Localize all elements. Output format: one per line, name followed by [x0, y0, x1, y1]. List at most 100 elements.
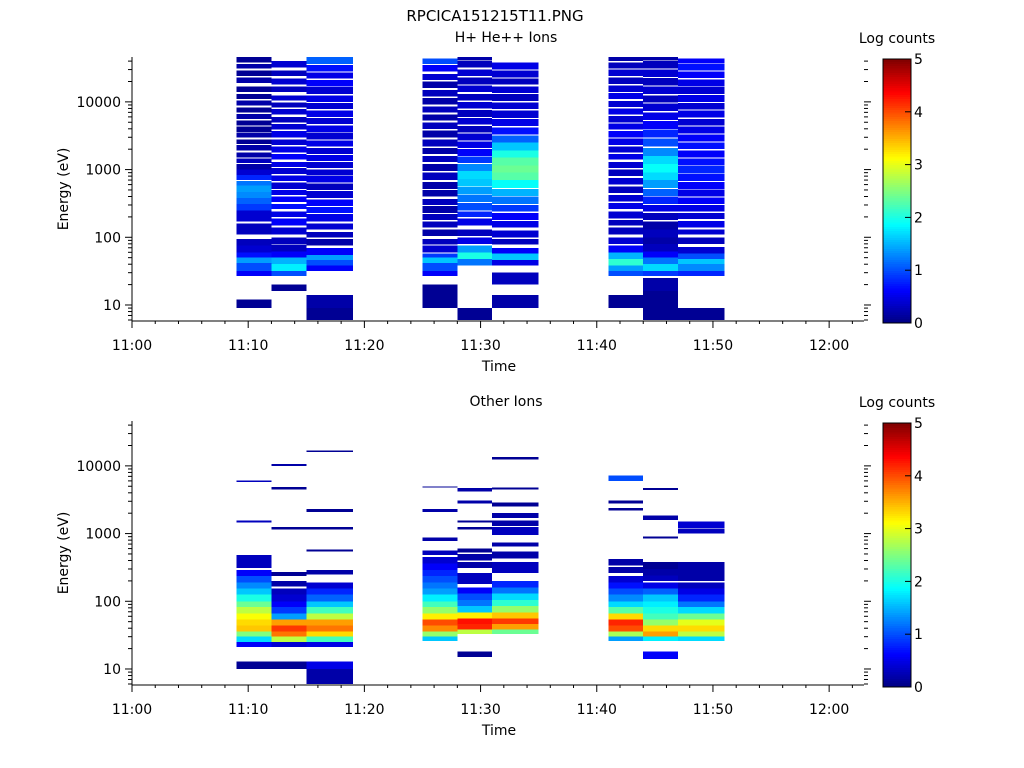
spectrogram-cell — [271, 86, 307, 92]
spectrogram-cell — [492, 188, 539, 196]
spectrogram-cell — [492, 150, 539, 158]
spectrogram-cell — [422, 97, 458, 105]
colorbar-label: Log counts — [859, 31, 935, 47]
colorbar-tick-label: 3 — [914, 522, 923, 538]
colorbar-swatch — [883, 120, 911, 124]
spectrogram-cell — [492, 70, 539, 78]
colorbar-swatch — [883, 118, 911, 122]
spectrogram-cell — [236, 601, 272, 608]
colorbar-swatch — [883, 651, 911, 655]
x-tick-label: 11:20 — [344, 338, 384, 354]
colorbar-swatch — [883, 469, 911, 472]
colorbar-swatch — [883, 605, 911, 609]
colorbar-swatch — [883, 149, 911, 152]
colorbar-swatch — [883, 180, 911, 183]
spectrogram-cell — [422, 509, 458, 512]
colorbar-swatch — [883, 164, 911, 168]
colorbar-swatch — [883, 294, 911, 298]
spectrogram-cell — [608, 131, 644, 138]
colorbar-tick-label: 3 — [914, 158, 923, 174]
colorbar-swatch — [883, 680, 911, 684]
spectrogram-cell — [643, 57, 679, 61]
spectrogram-cell — [457, 245, 493, 253]
colorbar-swatch — [883, 142, 911, 146]
colorbar-swatch — [883, 568, 911, 571]
spectrogram-cell — [271, 153, 307, 160]
spectrogram-cell — [678, 253, 725, 259]
colorbar-swatch — [883, 182, 911, 185]
colorbar-swatch — [883, 473, 911, 477]
colorbar-swatch — [883, 526, 911, 530]
spectrogram-cell — [306, 199, 353, 206]
colorbar-swatch — [883, 133, 911, 137]
colorbar-swatch — [883, 312, 911, 315]
spectrogram-cell — [271, 594, 307, 602]
colorbar-swatch — [883, 665, 911, 668]
colorbar-tick-label: 5 — [914, 416, 923, 432]
spectrogram-cell — [608, 62, 644, 69]
colorbar-swatch — [883, 669, 911, 673]
spectrogram-cell — [306, 238, 353, 246]
spectrogram-cell — [422, 582, 458, 589]
spectrogram-cell — [236, 86, 272, 92]
spectrogram-cell — [422, 576, 458, 583]
colorbar-swatch — [883, 561, 911, 565]
spectrogram-cell — [422, 122, 458, 129]
colorbar-swatch — [883, 138, 911, 141]
colorbar-swatch — [883, 585, 911, 589]
colorbar-swatch — [883, 92, 911, 95]
colorbar-swatch — [883, 456, 911, 459]
colorbar-swatch — [883, 103, 911, 106]
spectrogram-cell — [608, 57, 644, 62]
spectrogram-cell — [306, 582, 353, 589]
spectrogram-cell — [271, 486, 307, 490]
colorbar-swatch — [883, 259, 911, 262]
panel-title: Other Ions — [469, 394, 542, 410]
spectrogram-cell — [271, 168, 307, 175]
colorbar-swatch — [883, 616, 911, 620]
colorbar-swatch — [883, 191, 911, 194]
y-tick-label: 1000 — [85, 163, 121, 179]
colorbar-swatch — [883, 577, 911, 580]
colorbar-swatch — [883, 257, 911, 260]
colorbar-swatch — [883, 285, 911, 289]
spectrogram-cell — [457, 599, 493, 607]
x-tick-label: 11:30 — [460, 702, 500, 718]
colorbar-swatch — [883, 87, 911, 91]
spectrogram-cell — [457, 651, 493, 658]
spectrogram-cell — [678, 619, 725, 626]
spectrogram-cell — [608, 169, 644, 177]
colorbar-swatch — [883, 427, 911, 431]
colorbar-swatch — [883, 105, 911, 108]
spectrogram-cell — [608, 77, 644, 84]
x-tick-label: 11:10 — [228, 702, 268, 718]
spectrogram-cell — [608, 203, 644, 210]
spectrogram-cell — [236, 107, 272, 113]
spectrogram-cell — [608, 607, 644, 614]
colorbar-swatch — [883, 517, 911, 521]
colorbar-swatch — [883, 530, 911, 534]
spectrogram-cell — [492, 542, 539, 547]
spectrogram-cell — [422, 89, 458, 97]
spectrogram-cell — [678, 64, 725, 71]
spectrogram-cell — [678, 264, 725, 271]
colorbar-swatch — [883, 85, 911, 89]
spectrogram-cell — [236, 257, 272, 263]
colorbar-swatch — [883, 438, 911, 442]
colorbar-swatch — [883, 581, 911, 585]
colorbar-swatch — [883, 453, 911, 457]
spectrogram-cell — [306, 295, 353, 309]
colorbar-swatch — [883, 662, 911, 666]
spectrogram-cell — [236, 152, 272, 158]
spectrogram-cell — [608, 195, 644, 202]
colorbar-swatch — [883, 671, 911, 675]
spectrogram-cell — [643, 95, 679, 103]
colorbar-swatch — [883, 219, 911, 223]
spectrogram-cell — [422, 607, 458, 614]
spectrogram-cell — [271, 70, 307, 77]
spectrogram-cell — [678, 174, 725, 181]
spectrogram-cell — [643, 188, 679, 196]
spectrogram-cell — [306, 72, 353, 79]
spectrogram-cell — [422, 164, 458, 172]
spectrogram-cell — [422, 147, 458, 154]
